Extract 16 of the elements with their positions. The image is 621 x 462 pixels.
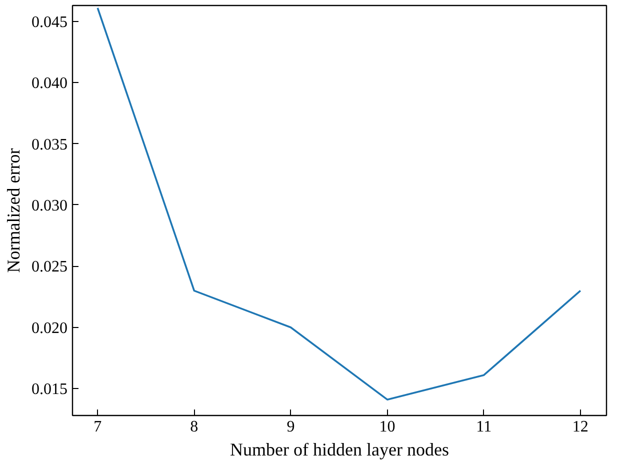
x-tick-label: 10 [379,418,396,436]
y-tick-label: 0.045 [32,14,68,31]
y-tick-label: 0.020 [32,320,68,337]
x-tick-label: 9 [286,418,295,436]
x-axis-title: Number of hidden layer nodes [230,440,449,460]
y-tick-label: 0.040 [32,75,68,92]
y-tick-label: 0.030 [32,197,68,214]
x-tick-label: 12 [572,418,588,436]
y-tick-label: 0.025 [32,258,68,276]
y-tick-label: 0.015 [32,381,68,398]
x-tick-label: 11 [476,418,492,436]
line-series [96,7,582,400]
x-tick-label: 7 [94,418,102,436]
y-axis-title: Normalized error [4,148,24,273]
y-tick-label: 0.035 [32,136,68,154]
x-tick-label: 8 [190,418,198,436]
